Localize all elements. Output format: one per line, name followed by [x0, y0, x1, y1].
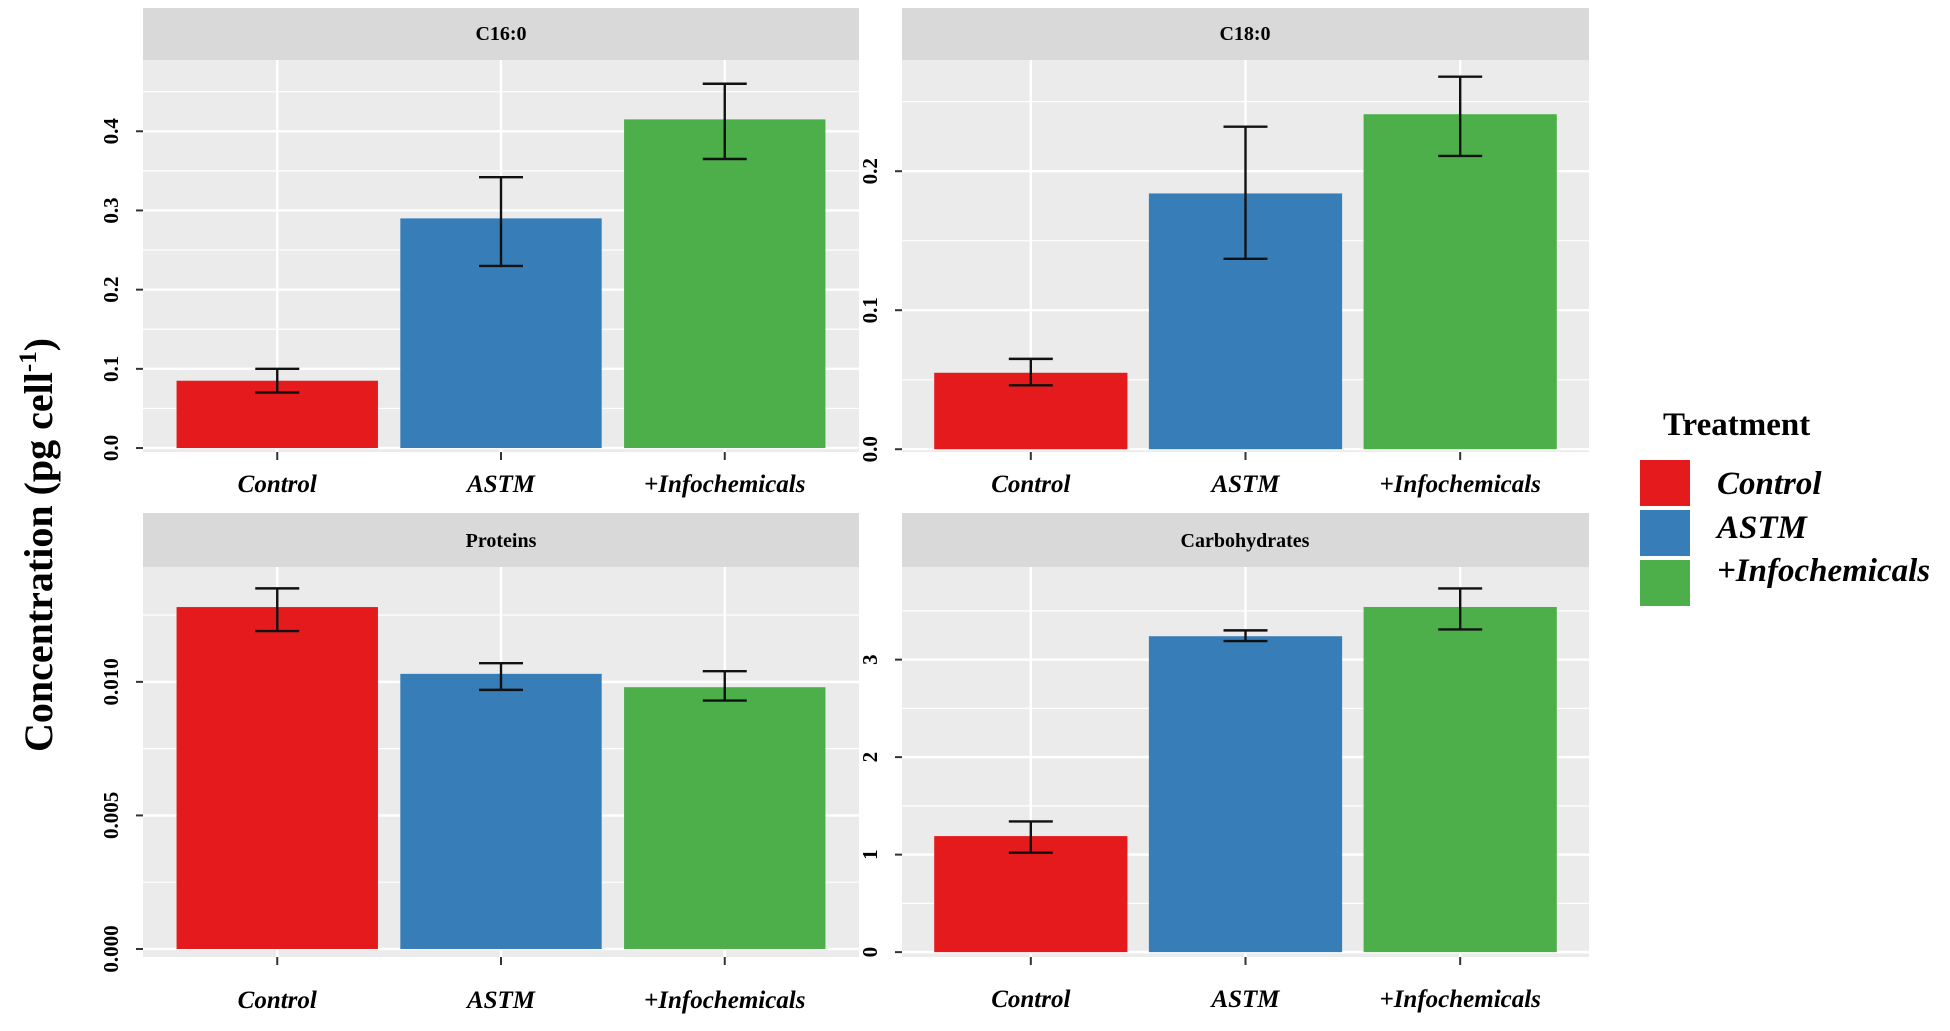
carbohydrates-y-tick-label: 3: [858, 654, 882, 665]
legend-label-control: Control: [1717, 466, 1822, 502]
c16-x-tick-label-control: Control: [238, 471, 317, 498]
c18-bar-infochemicals: [1363, 114, 1557, 450]
panel-c16-title: C16:0: [475, 23, 526, 45]
proteins-bar-infochemicals: [624, 687, 826, 949]
c16-y-tick-label: 0.1: [99, 356, 123, 382]
panel-proteins-title: Proteins: [466, 530, 537, 552]
proteins-x-tick-label-astm: ASTM: [465, 987, 536, 1014]
c16-bar-infochemicals: [624, 119, 826, 449]
proteins-bar-control: [176, 607, 378, 949]
c18-y-tick-label: 0.1: [858, 297, 882, 323]
carbohydrates-bar-astm: [1148, 636, 1343, 953]
carbohydrates-bar-control: [934, 836, 1128, 953]
panel-carbohydrates-title: Carbohydrates: [1181, 530, 1310, 552]
panel-c18: C18:0 0.0 0.1 0.2 Control ASTM +Infochemicals: [858, 8, 1589, 498]
panel-c16: C16:0 0.0 0.1 0.2 0.3 0.4 Control ASTM +Infoche…: [99, 8, 859, 498]
panel-carbohydrates: Carbohydrates 0 1 2 3 Control ASTM +Infochemic…: [858, 513, 1589, 1013]
panel-proteins-strip: [143, 513, 859, 567]
panel-c18-title: C18:0: [1219, 23, 1270, 45]
carbohydrates-x-tick-label-astm: ASTM: [1209, 986, 1280, 1013]
y-axis-label-superscript: -1: [15, 351, 42, 372]
carbohydrates-y-tick-label: 2: [858, 752, 882, 763]
legend-title: Treatment: [1663, 407, 1810, 443]
carbohydrates-y-tick-label: 1: [858, 849, 882, 860]
legend-label-astm: ASTM: [1715, 510, 1809, 546]
c18-y-tick-label: 0.0: [858, 436, 882, 462]
panel-c16-strip: [143, 8, 859, 60]
proteins-x-tick-label-control: Control: [238, 987, 317, 1014]
proteins-y-tick-label: 0.005: [99, 792, 123, 839]
c16-x-tick-label-infochemicals: +Infochemicals: [644, 471, 805, 498]
c18-x-tick-label-infochemicals: +Infochemicals: [1379, 471, 1540, 498]
c18-x-tick-label-control: Control: [991, 471, 1070, 498]
legend: Treatment Control ASTM +Infochemicals: [1640, 407, 1930, 606]
panel-proteins: Proteins 0.000 0.005 0.010 Control ASTM +Info…: [99, 513, 859, 1014]
y-axis-label-main: Concentration (pg cell: [16, 372, 61, 752]
legend-label-infochemicals: +Infochemicals: [1717, 553, 1930, 589]
c16-y-tick-label: 0.2: [99, 277, 123, 303]
y-axis-label: Concentration (pg cell-1): [15, 338, 61, 752]
y-axis-label-close: ): [16, 338, 61, 351]
carbohydrates-y-tick-label: 0: [858, 947, 882, 958]
proteins-y-tick-label: 0.010: [99, 658, 123, 705]
c16-x-tick-label-astm: ASTM: [465, 471, 536, 498]
c18-y-tick-label: 0.2: [858, 158, 882, 184]
c16-y-tick-label: 0.3: [99, 197, 123, 223]
proteins-y-tick-label: 0.000: [99, 925, 123, 972]
panel-carbohydrates-strip: [902, 513, 1589, 567]
legend-key-astm: [1640, 510, 1690, 556]
c16-y-tick-label: 0.0: [99, 435, 123, 461]
legend-key-infochemicals: [1640, 560, 1690, 606]
carbohydrates-x-tick-label-infochemicals: +Infochemicals: [1379, 986, 1540, 1013]
proteins-bar-astm: [400, 673, 602, 949]
carbohydrates-x-tick-label-control: Control: [991, 986, 1070, 1013]
legend-key-control: [1640, 460, 1690, 506]
proteins-x-tick-label-infochemicals: +Infochemicals: [644, 987, 805, 1014]
panel-c18-strip: [902, 8, 1589, 60]
c18-x-tick-label-astm: ASTM: [1209, 471, 1280, 498]
c16-y-tick-label: 0.4: [99, 118, 123, 145]
carbohydrates-bar-infochemicals: [1363, 606, 1557, 953]
